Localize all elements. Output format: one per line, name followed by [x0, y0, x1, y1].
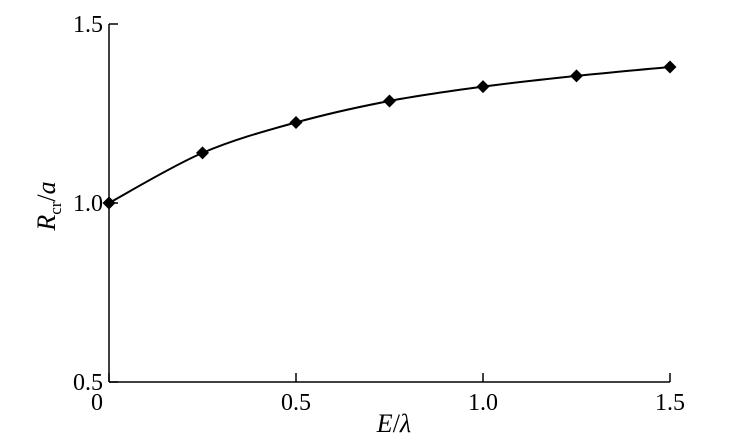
series-line — [108, 65, 671, 204]
data-point-marker — [570, 69, 583, 83]
y-axis-title: Rcr/a — [32, 181, 65, 231]
data-point-marker — [383, 94, 396, 108]
y-tick-labels: 0.5 1.0 1.5 — [73, 12, 103, 396]
x-axis-title: E/λ — [376, 409, 411, 438]
x-tick-label: 0.5 — [281, 390, 311, 416]
x-tick-label: 1.0 — [468, 390, 498, 416]
x-axis-title-sep: / — [393, 409, 401, 438]
x-tick-labels: 0 0.5 1.0 1.5 — [91, 390, 685, 416]
y-axis-title-sub: cr — [46, 201, 65, 215]
axes — [108, 24, 670, 383]
x-axis-title-var: λ — [399, 409, 411, 438]
x-axis-title-main: E — [376, 409, 393, 438]
data-point-marker — [476, 80, 490, 94]
y-axis-title-main: R — [32, 215, 61, 232]
data-point-marker — [289, 115, 303, 129]
data-point-marker — [663, 60, 677, 74]
x-tick-label: 1.5 — [655, 390, 685, 416]
y-tick-label: 1.0 — [73, 191, 103, 217]
y-axis-title-var: a — [32, 181, 61, 194]
y-axis-title-sep: / — [32, 194, 61, 202]
y-tick-label: 0.5 — [73, 370, 103, 396]
x-ticks — [108, 373, 671, 382]
y-tick-label: 1.5 — [73, 12, 103, 38]
data-point-marker — [102, 196, 116, 210]
data-point-marker — [196, 146, 209, 160]
x-tick-label: 0 — [91, 390, 103, 416]
markers — [102, 60, 677, 210]
